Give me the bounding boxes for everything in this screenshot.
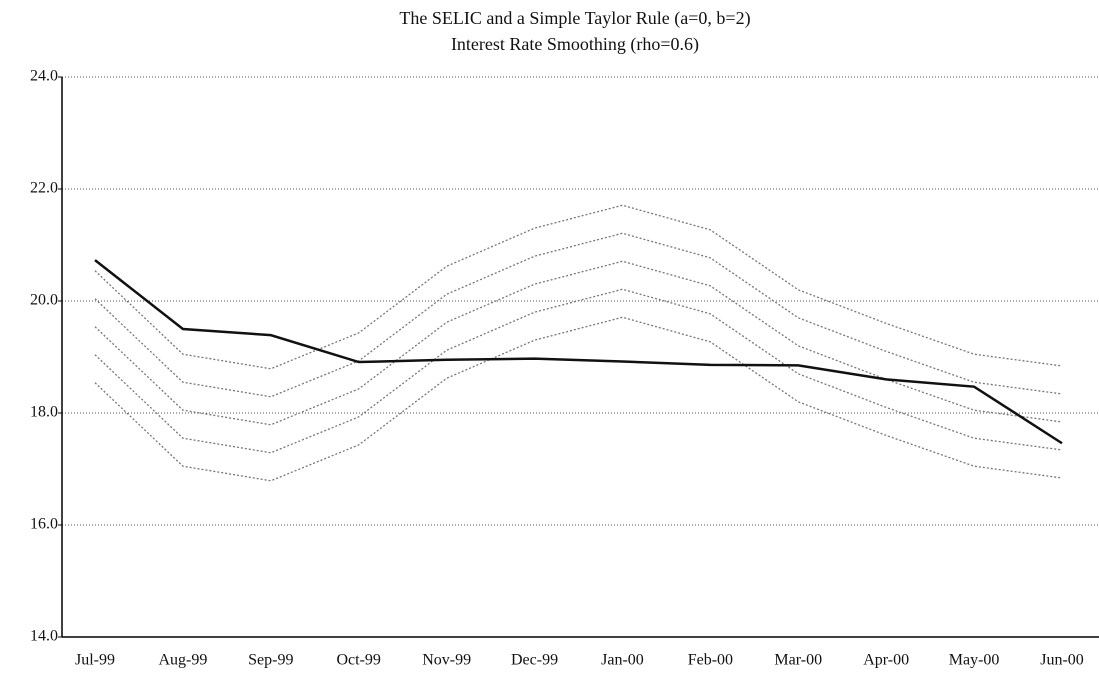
model-line bbox=[94, 260, 1063, 426]
y-tick-label: 20.0 bbox=[30, 292, 58, 309]
x-tick-label: Jan-00 bbox=[601, 652, 644, 669]
x-tick-label: Sep-99 bbox=[248, 652, 293, 669]
y-tick-label: 16.0 bbox=[30, 516, 58, 533]
x-tick-label: Mar-00 bbox=[774, 652, 822, 669]
model-line bbox=[94, 288, 1063, 454]
model-line bbox=[94, 316, 1063, 482]
chart-title: The SELIC and a Simple Taylor Rule (a=0,… bbox=[399, 8, 750, 29]
x-tick-label: Aug-99 bbox=[158, 652, 207, 669]
y-tick-label: 22.0 bbox=[30, 180, 58, 197]
y-tick-label: 18.0 bbox=[30, 404, 58, 421]
x-tick-label: Nov-99 bbox=[422, 652, 471, 669]
y-tick-label: 24.0 bbox=[30, 68, 58, 85]
y-tick-label: 14.0 bbox=[30, 628, 58, 645]
x-tick-label: May-00 bbox=[949, 652, 1000, 669]
x-tick-label: Jun-00 bbox=[1040, 652, 1084, 669]
x-tick-label: Oct-99 bbox=[337, 652, 381, 669]
x-tick-label: Jul-99 bbox=[75, 652, 115, 669]
selic-line bbox=[94, 259, 1063, 445]
x-tick-label: Apr-00 bbox=[863, 652, 909, 669]
chart-subtitle: Interest Rate Smoothing (rho=0.6) bbox=[451, 34, 699, 55]
x-tick-label: Feb-00 bbox=[688, 652, 733, 669]
model-line bbox=[94, 232, 1063, 398]
model-line bbox=[94, 204, 1063, 370]
x-tick-label: Dec-99 bbox=[511, 652, 558, 669]
